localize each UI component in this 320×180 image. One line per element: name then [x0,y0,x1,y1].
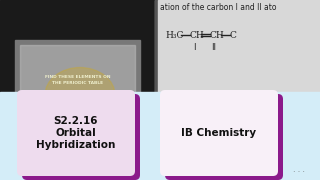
Text: I: I [193,43,195,52]
Ellipse shape [55,103,100,153]
Text: FIND THESE ELEMENTS ON
THE PERIODIC TABLE: FIND THESE ELEMENTS ON THE PERIODIC TABL… [45,75,111,85]
Text: II: II [212,43,217,52]
Circle shape [68,95,88,115]
Bar [125,128,143,150]
Bar [20,45,135,145]
Text: S2.2.16: S2.2.16 [54,116,98,126]
Text: IB Chemistry: IB Chemistry [181,128,257,138]
Bar [0,152,155,180]
Bar [2,158,20,178]
Text: Fe: Fe [130,136,138,141]
Bar [15,40,140,150]
Bar [155,0,320,180]
Text: Hybridization But-2-ene: Hybridization But-2-ene [6,138,138,148]
Text: CH: CH [190,30,205,39]
FancyBboxPatch shape [165,94,283,180]
Text: He: He [59,136,69,141]
Bar [55,128,73,150]
Bar [0,0,155,180]
Bar [86,158,104,178]
Bar [128,158,146,178]
Bar [155,0,158,180]
FancyBboxPatch shape [22,94,140,180]
Bar [158,0,320,95]
Bar [107,158,125,178]
Text: C: C [230,30,237,39]
Text: H₃C: H₃C [165,30,183,39]
Bar [25,128,43,150]
Text: Hybridization: Hybridization [36,140,116,150]
FancyBboxPatch shape [17,90,135,176]
Text: ation of the carbon I and II ato: ation of the carbon I and II ato [160,3,276,12]
Bar [23,158,41,178]
Text: H: H [31,136,36,141]
Bar [65,158,83,178]
Text: Orbital: Orbital [56,128,96,138]
Text: . . .: . . . [293,165,305,174]
Bar [0,92,320,180]
Bar [44,158,62,178]
Text: CH: CH [210,30,225,39]
FancyBboxPatch shape [160,90,278,176]
Ellipse shape [45,68,115,123]
